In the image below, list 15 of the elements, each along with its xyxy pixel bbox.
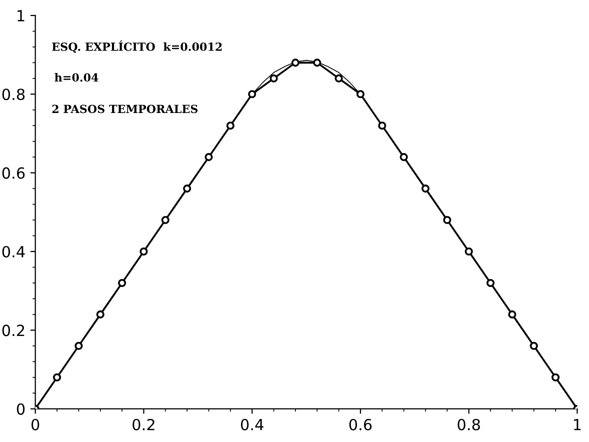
y-tick-label: 0.6 bbox=[2, 167, 25, 179]
y-tick-label: 0.8 bbox=[2, 88, 25, 100]
x-tick-label: 0.6 bbox=[349, 418, 372, 430]
y-tick-label: 0 bbox=[16, 403, 25, 415]
annotation: ESQ. EXPLÍCITO k=0.0012 bbox=[52, 40, 222, 53]
x-tick-label: 0.4 bbox=[240, 418, 264, 430]
x-tick-label: 0.2 bbox=[132, 418, 154, 430]
annotation: 2 PASOS TEMPORALES bbox=[52, 104, 198, 114]
x-tick-label: 0 bbox=[31, 418, 40, 430]
x-tick-label: 1 bbox=[574, 419, 581, 430]
annotation: h=0.04 bbox=[54, 73, 98, 82]
y-tick-label: 1 bbox=[18, 10, 24, 22]
y-tick-label: 0.2 bbox=[2, 324, 24, 336]
x-tick-label: 0.8 bbox=[458, 418, 480, 430]
y-tick-label: 0.4 bbox=[2, 246, 25, 258]
